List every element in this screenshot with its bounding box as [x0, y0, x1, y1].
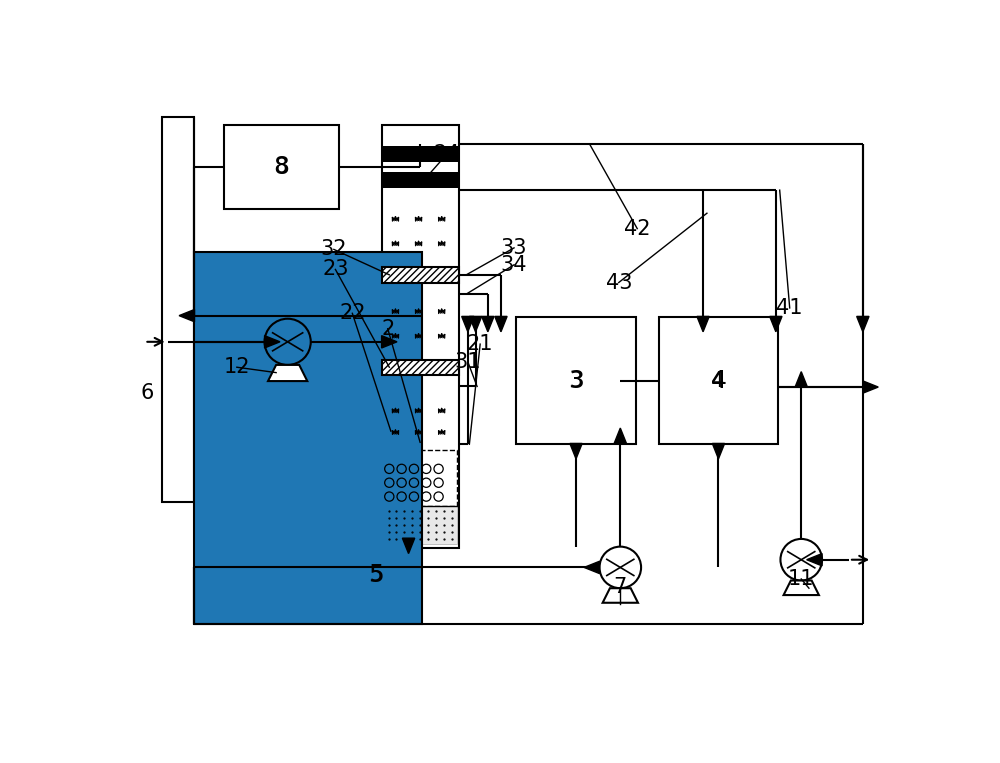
Polygon shape	[712, 443, 725, 459]
Text: 42: 42	[624, 219, 650, 239]
Polygon shape	[570, 443, 582, 459]
Bar	[382, 172, 459, 188]
Polygon shape	[603, 588, 638, 603]
Text: 34: 34	[501, 255, 527, 275]
Bar	[382, 359, 459, 375]
Text: 5: 5	[370, 565, 383, 585]
Text: 3: 3	[570, 371, 583, 391]
Polygon shape	[462, 317, 474, 332]
Text: 32: 32	[321, 240, 347, 259]
Text: 22: 22	[339, 304, 366, 324]
Polygon shape	[697, 317, 709, 332]
Text: 8: 8	[275, 157, 288, 177]
Text: 23: 23	[322, 259, 349, 279]
Text: 31: 31	[455, 352, 481, 372]
Bar	[659, 317, 778, 444]
Text: 5: 5	[368, 563, 384, 587]
Text: 3: 3	[568, 369, 584, 393]
Text: 7: 7	[614, 577, 627, 597]
Polygon shape	[265, 336, 280, 348]
Polygon shape	[495, 317, 507, 332]
Text: 8: 8	[274, 155, 290, 179]
Bar	[224, 124, 339, 209]
Text: 2: 2	[381, 319, 394, 339]
Polygon shape	[857, 317, 869, 332]
Text: 6: 6	[140, 382, 153, 403]
Polygon shape	[179, 310, 194, 322]
Text: 33: 33	[501, 238, 527, 258]
Bar	[382, 124, 459, 548]
Polygon shape	[863, 381, 878, 393]
Text: 43: 43	[606, 272, 632, 292]
Polygon shape	[807, 554, 822, 566]
Bar	[334, 552, 419, 598]
Polygon shape	[770, 317, 782, 332]
Polygon shape	[469, 317, 482, 332]
Bar	[194, 253, 422, 623]
Polygon shape	[584, 562, 600, 574]
Polygon shape	[795, 372, 807, 387]
Text: 41: 41	[776, 298, 803, 318]
Polygon shape	[382, 336, 397, 348]
Bar	[382, 267, 459, 282]
Bar	[162, 117, 194, 502]
Text: 11: 11	[788, 569, 814, 589]
Polygon shape	[402, 538, 415, 554]
Bar	[382, 146, 459, 162]
Text: 24: 24	[434, 144, 460, 164]
Polygon shape	[614, 428, 626, 443]
Bar	[383, 450, 457, 506]
Text: 21: 21	[467, 334, 493, 354]
Text: 4: 4	[710, 369, 726, 393]
Bar	[516, 317, 636, 444]
Text: 4: 4	[711, 371, 725, 391]
Bar	[383, 506, 457, 544]
Text: 12: 12	[224, 357, 250, 377]
Polygon shape	[268, 365, 307, 381]
Polygon shape	[784, 581, 819, 595]
Polygon shape	[482, 317, 494, 332]
